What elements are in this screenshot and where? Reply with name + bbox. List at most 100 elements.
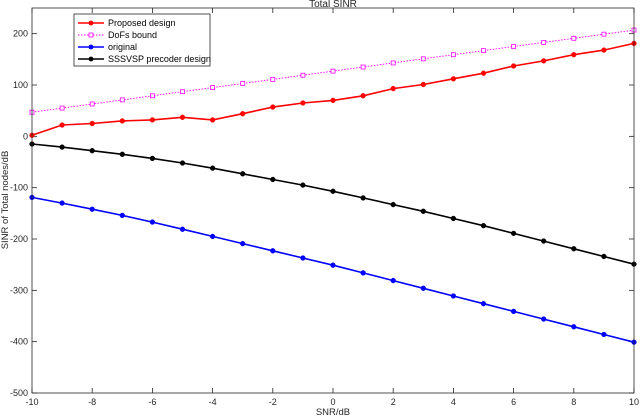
x-tick-label: 8 xyxy=(571,397,576,407)
data-point xyxy=(89,101,95,107)
legend-marker xyxy=(88,44,94,50)
legend-entry: Proposed design xyxy=(78,18,176,28)
y-tick-label: -100 xyxy=(10,183,28,193)
data-point xyxy=(510,230,517,237)
data-point xyxy=(511,44,517,49)
legend: Proposed design DoFs bound original SSSVSP … xyxy=(73,13,211,67)
y-tick-label: 200 xyxy=(13,29,28,39)
data-point xyxy=(390,277,396,284)
data-point xyxy=(420,56,426,62)
data-point xyxy=(360,270,366,276)
plot-frame xyxy=(31,7,635,394)
data-point xyxy=(89,206,95,212)
data-point xyxy=(179,160,186,166)
data-point xyxy=(360,64,366,70)
x-tick-label: -2 xyxy=(269,397,277,407)
data-point xyxy=(390,85,396,92)
data-point xyxy=(300,255,306,261)
data-point xyxy=(510,308,517,315)
x-tick-label: 4 xyxy=(451,397,456,407)
x-tick-label: -4 xyxy=(209,397,217,407)
data-point xyxy=(179,226,186,232)
data-point xyxy=(59,122,65,128)
chart-title: Total SINR xyxy=(309,0,357,10)
data-point xyxy=(59,200,65,206)
data-point xyxy=(59,105,65,111)
data-point xyxy=(119,97,125,103)
data-point xyxy=(450,215,457,222)
y-tick-label: 0 xyxy=(23,131,28,141)
data-point xyxy=(180,89,185,95)
legend-entry: DoFs bound xyxy=(78,30,157,40)
data-point xyxy=(149,93,155,99)
x-tick-label: 10 xyxy=(629,397,639,407)
data-point xyxy=(149,155,156,162)
x-tick-label: 0 xyxy=(330,397,335,407)
y-axis-label: SINR of Total nodes/dB xyxy=(0,151,11,250)
data-point xyxy=(571,52,577,58)
data-point xyxy=(330,262,336,268)
data-point xyxy=(119,118,125,124)
data-point xyxy=(450,293,457,299)
data-point xyxy=(541,39,547,45)
data-point xyxy=(209,233,216,240)
data-point xyxy=(210,85,216,90)
data-point xyxy=(601,331,607,338)
y-tick-label: 100 xyxy=(13,80,28,90)
y-tick-label: -300 xyxy=(10,285,28,295)
legend-label: original xyxy=(108,42,137,52)
x-tick-label: 6 xyxy=(511,397,516,407)
x-tick-label: -6 xyxy=(148,397,156,407)
series-layer xyxy=(29,27,637,345)
legend-entry: original xyxy=(78,42,137,52)
data-point xyxy=(450,52,456,58)
legend-marker xyxy=(88,56,94,62)
data-point xyxy=(480,70,487,76)
series-0 xyxy=(29,40,637,138)
data-point xyxy=(541,58,547,64)
data-point xyxy=(300,100,306,106)
data-point xyxy=(209,165,216,171)
data-point xyxy=(59,144,65,150)
data-point xyxy=(330,68,336,74)
data-point xyxy=(571,246,577,252)
data-point xyxy=(601,47,607,53)
x-axis-label: SNR/dB xyxy=(316,407,350,418)
data-point xyxy=(209,117,216,123)
data-point xyxy=(571,35,577,41)
data-point xyxy=(420,285,426,291)
data-point xyxy=(360,93,366,99)
data-point xyxy=(119,151,125,157)
data-point xyxy=(541,316,547,322)
data-point xyxy=(510,63,517,69)
data-point xyxy=(119,212,125,219)
data-point xyxy=(450,76,457,82)
x-tick-label: 2 xyxy=(391,397,396,407)
legend-marker xyxy=(88,32,94,38)
data-point xyxy=(270,248,276,254)
data-point xyxy=(330,188,336,194)
data-point xyxy=(330,97,336,104)
data-point xyxy=(300,182,306,188)
legend-marker xyxy=(88,20,94,26)
data-point xyxy=(420,208,426,214)
legend-label: DoFs bound xyxy=(108,30,157,40)
data-point xyxy=(571,324,577,330)
x-tick-label: -8 xyxy=(88,397,96,407)
data-point xyxy=(300,72,306,78)
data-point xyxy=(480,301,487,307)
data-point xyxy=(240,240,246,247)
series-2 xyxy=(29,194,637,345)
data-point xyxy=(89,148,95,154)
data-point xyxy=(270,76,276,82)
legend-label: Proposed design xyxy=(108,18,176,28)
data-point xyxy=(390,201,396,208)
y-tick-label: -200 xyxy=(10,234,28,244)
series-1 xyxy=(29,27,637,115)
data-point xyxy=(390,60,396,66)
data-point xyxy=(240,81,246,86)
data-point xyxy=(149,117,156,123)
data-point xyxy=(270,104,276,110)
legend-entry: SSSVSP precoder design xyxy=(78,54,211,64)
